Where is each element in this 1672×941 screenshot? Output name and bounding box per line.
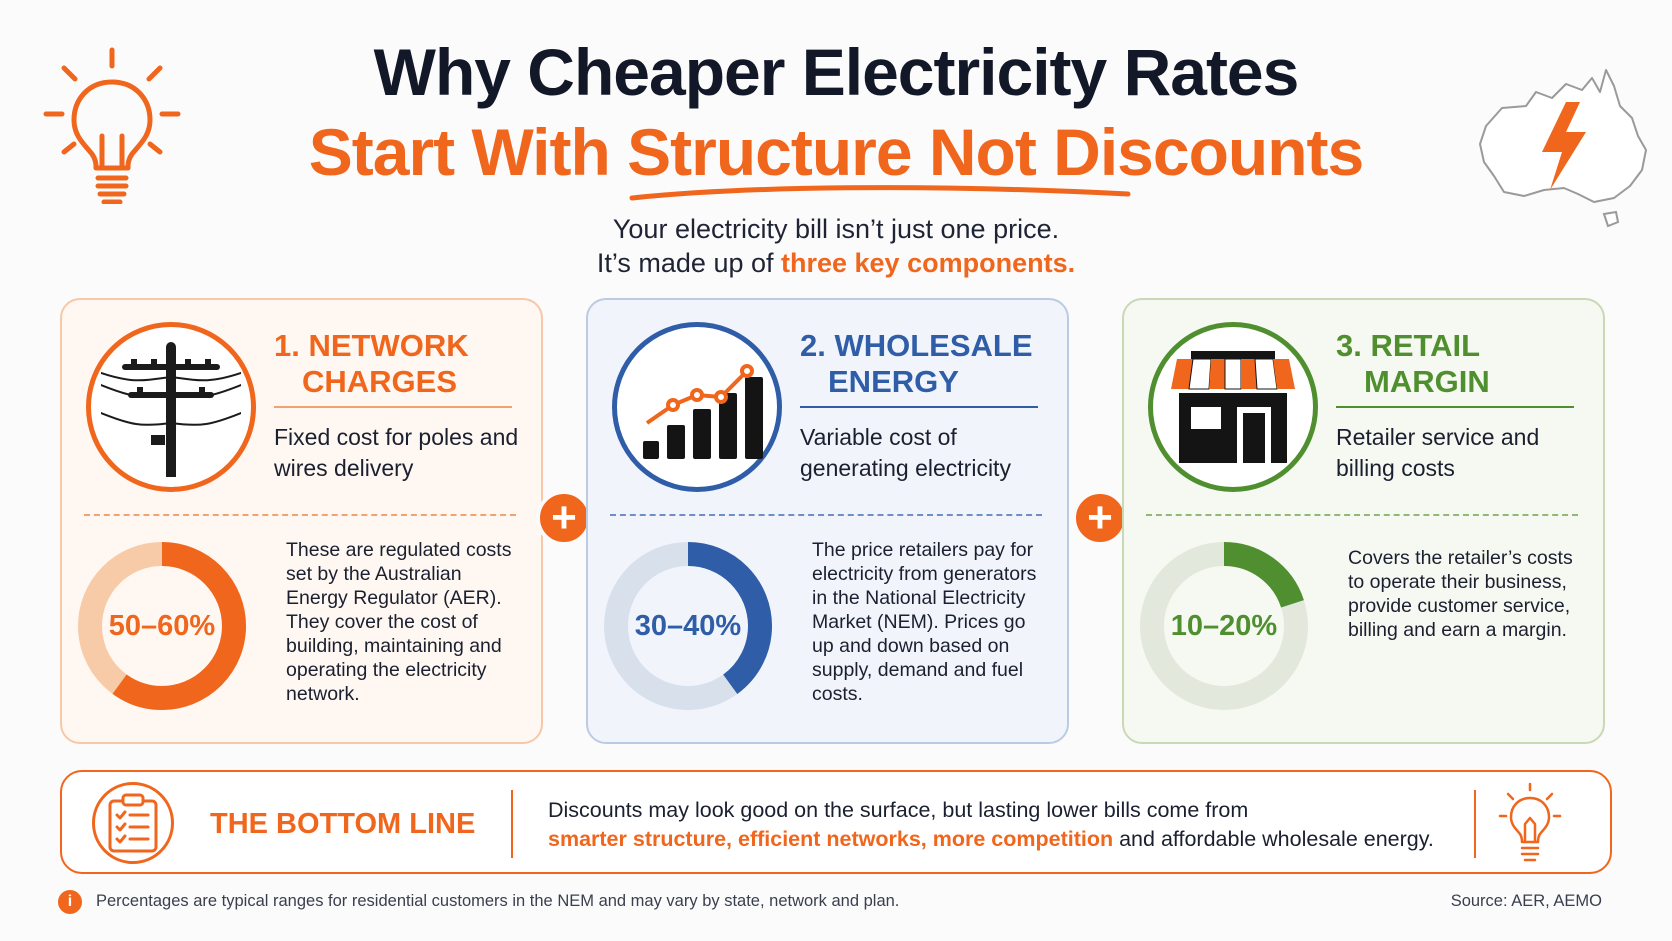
bottom-line-title: THE BOTTOM LINE [210,808,476,840]
rising-bar-chart-icon [612,322,782,492]
subtitle-line-2: It’s made up of three key components. [0,248,1672,279]
clipboard-checklist-icon [92,782,174,864]
card-title-line-2: MARGIN [1364,364,1490,399]
card-title-line-2: CHARGES [302,364,458,399]
dashed-divider [84,514,516,516]
card-title-line-2: ENERGY [828,364,959,399]
bottom-line-end: and affordable wholesale energy. [1113,827,1434,851]
bottom-line-banner: THE BOTTOM LINE Discounts may look good … [60,770,1612,874]
wholesale-energy-card: 2. WHOLESALE ENERGY Variable cost of gen… [586,298,1069,744]
card-title-line-1: 1. NETWORK [274,328,469,363]
card-description: Variable cost of generating electricity [800,424,1011,481]
title-rule [274,406,512,408]
title-underline [629,185,1131,201]
percent-label: 10–20% [1170,609,1278,642]
dashed-divider [610,514,1042,516]
share-donut [1140,542,1308,710]
subtitle-prefix: It’s made up of [596,248,781,278]
percent-label: 30–40% [634,609,742,642]
lightbulb-icon [42,44,182,209]
bottom-line-highlight: smarter structure, efficient networks, m… [548,827,1114,851]
percent-label: 50–60% [108,609,216,642]
share-donut [78,542,246,710]
network-charges-card: 1. NETWORK CHARGES Fixed cost for poles … [60,298,543,744]
card-title-line-1: 2. WHOLESALE [800,328,1033,363]
australia-map-icon [1474,66,1654,241]
card-detail: Covers the retailer’s costs to operate t… [1348,547,1573,641]
footnote: Percentages are typical ranges for resid… [96,892,900,910]
power-pole-icon [86,322,256,492]
share-donut [604,542,772,710]
title-rule [1336,406,1574,408]
lightbulb-icon [1498,782,1562,871]
plus-icon: + [1072,490,1128,546]
source-note: Source: AER, AEMO [1450,892,1602,910]
page-title-line-2: Start With Structure Not Discounts [308,115,1364,189]
page-title-line-1: Why Cheaper Electricity Rates [373,35,1300,109]
bottom-line-text: Discounts may look good on the surface, … [548,796,1448,854]
card-description: Fixed cost for poles and wires delivery [274,424,519,481]
card-description: Retailer service and billing costs [1336,424,1540,481]
storefront-icon [1148,322,1318,492]
card-title: 3. RETAIL MARGIN [1336,328,1574,400]
donut-arc [78,542,246,710]
info-icon: i [58,890,82,914]
vertical-divider [1474,790,1476,858]
card-detail: These are regulated costs set by the Aus… [286,539,512,705]
title-rule [800,406,1038,408]
card-detail: The price retailers pay for electricity … [812,539,1037,705]
vertical-divider [511,790,513,858]
card-title: 2. WHOLESALE ENERGY [800,328,1038,400]
card-title: 1. NETWORK CHARGES [274,328,512,400]
donut-arc [604,542,772,710]
donut-arc [1140,542,1308,710]
plus-icon: + [536,490,592,546]
dashed-divider [1146,514,1578,516]
subtitle-line-1: Your electricity bill isn’t just one pri… [612,214,1060,244]
bottom-line-plain: Discounts may look good on the surface, … [548,798,1249,822]
retail-margin-card: 3. RETAIL MARGIN Retailer service and bi… [1122,298,1605,744]
card-title-line-1: 3. RETAIL [1336,328,1481,363]
subtitle-highlight: three key components. [781,248,1076,278]
